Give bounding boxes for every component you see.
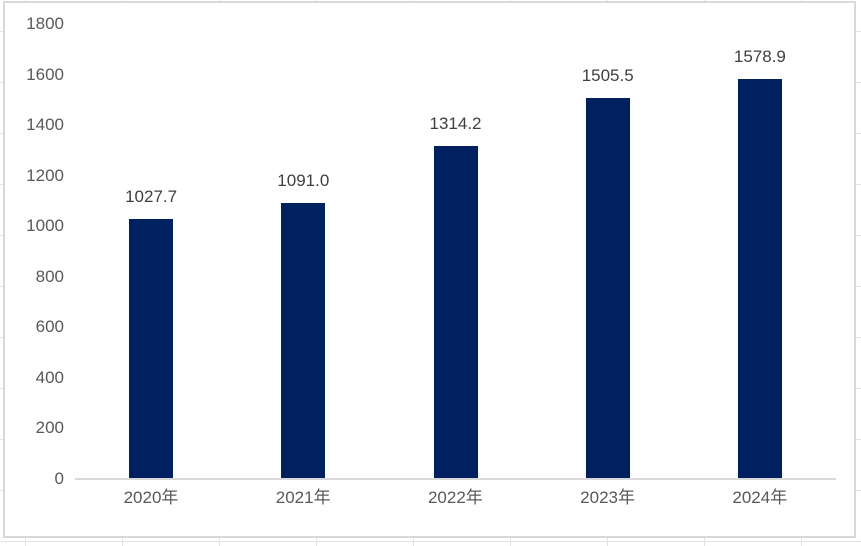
y-tick-label: 0 <box>54 468 64 488</box>
x-axis-line <box>75 478 836 480</box>
x-axis-category-label: 2023年 <box>580 488 635 507</box>
bar-data-label: 1505.5 <box>581 65 634 85</box>
bar-data-label: 1027.7 <box>125 186 178 206</box>
y-tick-label: 800 <box>35 266 64 286</box>
y-tick-label: 200 <box>35 418 64 437</box>
bar <box>129 218 174 478</box>
bar <box>433 146 478 478</box>
x-axis-category-label: 2020年 <box>123 488 179 507</box>
y-tick-label: 1400 <box>26 115 64 134</box>
y-tick-label: 1000 <box>26 216 64 235</box>
y-tick-label: 1200 <box>26 165 64 185</box>
y-tick-label: 1800 <box>26 14 64 33</box>
y-tick-label: 1600 <box>26 64 64 84</box>
y-tick-label: 400 <box>35 367 64 387</box>
bar <box>585 97 630 478</box>
x-axis-category-label: 2024年 <box>732 488 788 507</box>
x-axis-category-label: 2022年 <box>427 488 483 507</box>
x-axis-category-label: 2021年 <box>275 488 331 507</box>
bar <box>281 202 326 478</box>
bar-data-label: 1091.0 <box>277 170 330 190</box>
bar-data-label: 1314.2 <box>429 114 482 134</box>
y-tick-label: 600 <box>35 317 64 336</box>
bar <box>737 79 782 478</box>
bar-data-label: 1578.9 <box>733 47 786 67</box>
